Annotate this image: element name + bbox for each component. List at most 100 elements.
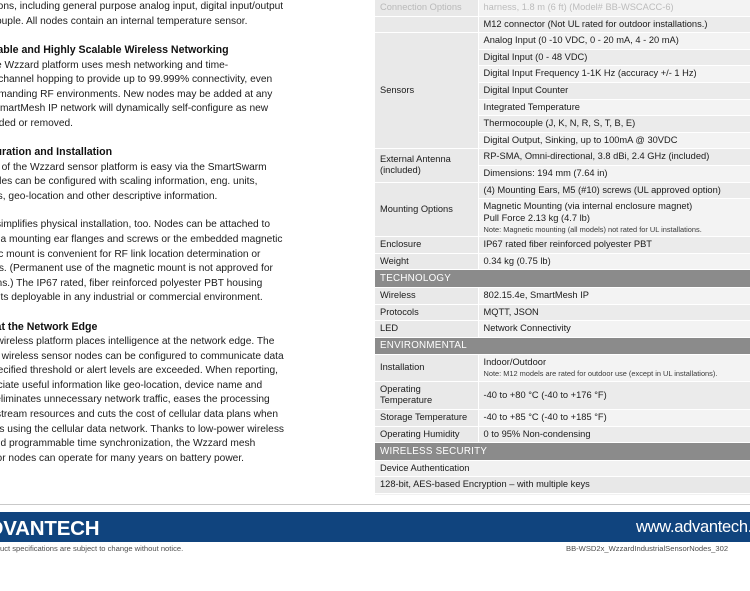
section-header-label: ENVIRONMENTAL xyxy=(375,337,750,356)
table-row: Connection Options harness, 1.8 m (6 ft)… xyxy=(375,0,750,17)
spec-value-text: Indoor/Outdoor xyxy=(483,357,547,368)
spec-value: IP67 rated fiber reinforced polyester PB… xyxy=(478,236,750,254)
table-section-header-environmental: ENVIRONMENTAL xyxy=(375,337,750,356)
text-line: ology and programmable time synchronizat… xyxy=(0,438,256,450)
text-line: hermocouple. All nodes contain an intern… xyxy=(0,15,248,27)
spec-label-connection-options: Connection Options xyxy=(375,0,479,17)
table-row: Device Authentication xyxy=(375,460,750,478)
table-row: Magnetic Mounting (via internal enclosur… xyxy=(375,198,750,238)
footer-divider xyxy=(0,504,750,505)
text-line: most demanding RF environments. New node… xyxy=(0,88,273,100)
spec-value: 0 to 95% Non-condensing xyxy=(478,426,750,444)
table-row: Sensors Analog Input (0 -10 VDC, 0 - 20 … xyxy=(375,32,750,150)
text-line: latform simplifies physical installation… xyxy=(0,219,271,231)
specifications-table-body: Connection Options harness, 1.8 m (6 ft)… xyxy=(375,0,750,495)
paragraph-easy-configuration: guration of the Wzzard sensor platform i… xyxy=(0,161,370,205)
spec-value: Analog Input (0 -10 VDC, 0 - 20 mA, 4 - … xyxy=(478,32,750,50)
section-header-label: TECHNOLOGY xyxy=(375,269,750,288)
text-line: s the units deployable in any industrial… xyxy=(0,292,263,304)
text-line: ly names, geo-location and other descrip… xyxy=(0,190,218,202)
text-line: s are added or removed. xyxy=(0,117,73,129)
text-line: rd mesh wireless sensor nodes can be con… xyxy=(0,350,284,362)
spec-label-weight: Weight xyxy=(375,253,479,271)
spec-label-wireless: Wireless xyxy=(375,287,479,305)
spec-value: 0.34 kg (0.75 lb) xyxy=(478,253,750,271)
table-row: Weight 0.34 kg (0.75 lb) xyxy=(375,253,750,271)
heading-secure-reliable: re, Reliable and Highly Scalable Wireles… xyxy=(0,44,229,57)
spec-label-mounting-options: Mounting Options xyxy=(375,182,479,238)
body-text-inner: ace options, including general purpose a… xyxy=(0,0,370,466)
spec-value-text: Magnetic Mounting (via internal enclosur… xyxy=(483,201,693,223)
text-line: purposes. (Permanent use of the magnetic… xyxy=(0,263,273,275)
paragraph-spacer xyxy=(0,204,370,218)
spec-value-with-note: Magnetic Mounting (via internal enclosur… xyxy=(478,198,750,238)
text-line: guration of the Wzzard sensor platform i… xyxy=(0,161,267,173)
spec-value: MQTT, JSON xyxy=(478,304,750,322)
specifications-table-wrapper: Connection Options harness, 1.8 m (6 ft)… xyxy=(375,0,750,495)
paragraph-installation: latform simplifies physical installation… xyxy=(0,218,370,305)
table-row: Digital Output, Sinking, up to 100mA @ 3… xyxy=(375,132,750,150)
specifications-table: Connection Options harness, 1.8 m (6 ft)… xyxy=(375,0,750,495)
spec-value: Message Integrity Check (MIC) xyxy=(375,493,750,495)
footer-disclaimer: uct specifications are subject to change… xyxy=(0,544,184,553)
spec-label-external-antenna: External Antenna (included) xyxy=(375,148,479,183)
spec-label-sensors: Sensors xyxy=(375,32,479,150)
spec-value-note: Note: M12 models are rated for outdoor u… xyxy=(483,369,718,379)
heading-intelligence-network-edge: gence at the Network Edge xyxy=(0,320,98,333)
spec-value: -40 to +80 °C (-40 to +176 °F) xyxy=(478,381,750,411)
spec-value: Digital Output, Sinking, up to 100mA @ 3… xyxy=(478,132,750,150)
table-row: Installation Indoor/Outdoor Note: M12 mo… xyxy=(375,354,750,382)
spec-label-operating-temperature: Operating Temperature xyxy=(375,381,479,411)
text-line: e. This eliminates unnecessary network t… xyxy=(0,394,270,406)
spec-value: Integrated Temperature xyxy=(478,99,750,117)
spec-value: Digital Input Counter xyxy=(478,82,750,100)
body-text-column: ace options, including general purpose a… xyxy=(0,0,372,500)
spec-value: Dimensions: 194 mm (7.64 in) xyxy=(478,165,750,183)
table-row: Operating Humidity 0 to 95% Non-condensi… xyxy=(375,426,750,444)
spec-value: M12 connector (Not UL rated for outdoor … xyxy=(478,16,750,34)
text-line: ss sensor nodes can operate for many yea… xyxy=(0,452,245,464)
table-row: Storage Temperature -40 to +85 °C (-40 t… xyxy=(375,409,750,427)
text-line: Vzzard wireless platform places intellig… xyxy=(0,336,275,348)
text-line: an associate useful information like geo… xyxy=(0,379,263,391)
text-line: vay. Nodes can be configured with scalin… xyxy=(0,176,258,188)
spec-value: Network Connectivity xyxy=(478,320,750,338)
spec-value: harness, 1.8 m (6 ft) (Model# BB-WSCACC-… xyxy=(478,0,750,17)
table-row: Protocols MQTT, JSON xyxy=(375,304,750,322)
advantech-logo: ADVANTECH xyxy=(0,517,100,540)
text-line: stallations.) The IP67 rated, fiber rein… xyxy=(0,277,263,289)
heading-easy-configuration: Configuration and Installation xyxy=(0,146,113,159)
table-row: Operating Temperature -40 to +80 °C (-40… xyxy=(375,381,750,411)
table-row: 128-bit, AES-based Encryption – with mul… xyxy=(375,476,750,495)
spec-value: Device Authentication xyxy=(375,460,750,478)
spec-label-empty xyxy=(375,16,479,34)
footer-brand-bar: ADVANTECH www.advantech. xyxy=(0,512,750,542)
paragraph-intelligence-network-edge: Vzzard wireless platform places intellig… xyxy=(0,335,370,466)
table-section-header-technology: TECHNOLOGY xyxy=(375,269,750,288)
table-section-header-wireless-security: WIRELESS SECURITY xyxy=(375,442,750,461)
spec-label-protocols: Protocols xyxy=(375,304,479,322)
table-row: Mounting Options (4) Mounting Ears, M5 (… xyxy=(375,182,750,238)
spec-value: RP-SMA, Omni-directional, 3.8 dBi, 2.4 G… xyxy=(478,148,750,166)
spec-value: -40 to +85 °C (-40 to +185 °F) xyxy=(478,409,750,427)
spec-label-storage-temperature: Storage Temperature xyxy=(375,409,479,427)
table-row: Enclosure IP67 rated fiber reinforced po… xyxy=(375,236,750,254)
text-line: ace options, including general purpose a… xyxy=(0,1,284,12)
table-row: Digital Input Counter xyxy=(375,82,750,100)
spec-label-led: LED xyxy=(375,320,479,338)
spec-label-installation: Installation xyxy=(375,354,479,382)
table-row: External Antenna (included) RP-SMA, Omni… xyxy=(375,148,750,183)
text-line: ronized channel hopping to provide up to… xyxy=(0,74,273,86)
paragraph-secure-reliable: 02.15.4e Wzzard platform uses mesh netwo… xyxy=(0,59,370,132)
text-line: urface via mounting ear flanges and scre… xyxy=(0,234,283,246)
table-row: LED Network Connectivity xyxy=(375,320,750,338)
table-row: M12 connector (Not UL rated for outdoor … xyxy=(375,16,750,34)
table-row: Wireless 802.15.4e, SmartMesh IP xyxy=(375,287,750,305)
text-line: 02.15.4e Wzzard platform uses mesh netwo… xyxy=(0,59,229,71)
spec-value-with-note: Indoor/Outdoor Note: M12 models are rate… xyxy=(478,354,750,382)
text-line: ateway is using the cellular data networ… xyxy=(0,423,285,435)
website-link[interactable]: www.advantech. xyxy=(636,518,750,536)
spec-value-note: Note: Magnetic mounting (all models) not… xyxy=(483,224,702,234)
spec-value: (4) Mounting Ears, M5 (#10) screws (UL a… xyxy=(478,182,750,200)
